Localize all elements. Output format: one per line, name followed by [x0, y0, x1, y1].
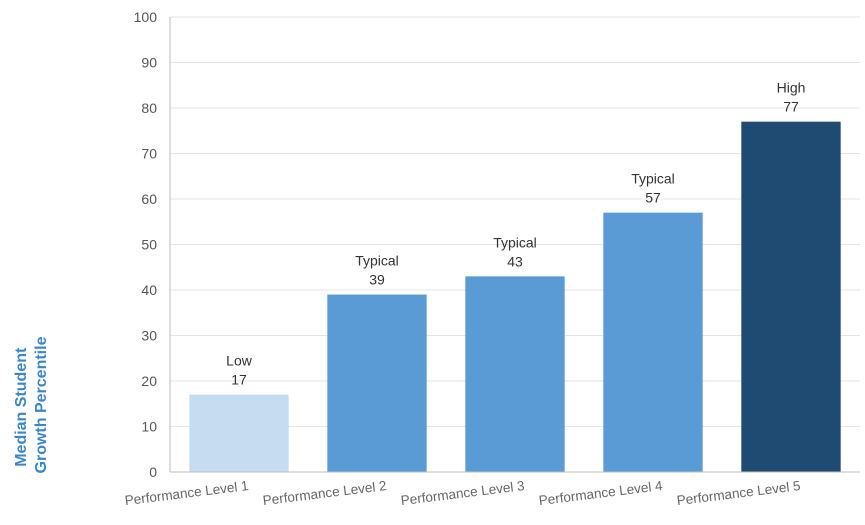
- x-tick-label-1: Performance Level 1: [124, 478, 249, 508]
- bar-value-label-5: 77: [783, 99, 799, 115]
- bar-category-label-1: Low: [226, 353, 253, 369]
- y-tick-label-60: 60: [141, 191, 157, 207]
- bar-category-label-2: Typical: [355, 253, 399, 269]
- bar-level-5: [741, 121, 841, 473]
- bar-category-label-4: Typical: [631, 171, 675, 187]
- bar-level-2: [327, 294, 427, 472]
- y-tick-label-40: 40: [141, 282, 157, 298]
- y-tick-label-70: 70: [141, 146, 157, 162]
- y-tick-label-90: 90: [141, 55, 157, 71]
- y-axis-label-line-1: Median Student: [13, 347, 30, 467]
- y-tick-label-100: 100: [134, 9, 158, 25]
- x-tick-label-4: Performance Level 4: [538, 478, 664, 508]
- y-tick-label-20: 20: [141, 373, 157, 389]
- y-axis-label-line-2: Growth Percentile: [33, 336, 50, 473]
- y-tick-label-30: 30: [141, 328, 157, 344]
- y-axis-label: Median Student Growth Percentile: [13, 336, 50, 473]
- bar-value-label-1: 17: [231, 372, 247, 388]
- x-tick-label-5: Performance Level 5: [676, 478, 801, 508]
- y-tick-label-80: 80: [141, 100, 157, 116]
- bar-category-label-5: High: [777, 80, 806, 96]
- bars: [189, 121, 841, 473]
- x-tick-label-2: Performance Level 2: [262, 478, 387, 508]
- y-tick-label-0: 0: [149, 464, 157, 480]
- x-tick-label-3: Performance Level 3: [400, 478, 525, 508]
- bar-value-label-4: 57: [645, 190, 661, 206]
- y-axis-ticks: 0 10 20 30 40 50 60 70 80 90 100: [134, 9, 158, 480]
- data-labels: Low 17 Typical 39 Typical 43 Typical 57 High 77: [226, 80, 805, 388]
- y-tick-label-50: 50: [141, 237, 157, 253]
- gridlines: [170, 16, 860, 427]
- bar-level-4: [603, 212, 703, 472]
- bar-value-label-2: 39: [369, 272, 385, 288]
- bar-category-label-3: Typical: [493, 234, 537, 250]
- bar-value-label-3: 43: [507, 253, 523, 269]
- x-axis-ticks: Performance Level 1 Performance Level 2 Pe…: [124, 478, 801, 508]
- bar-level-3: [465, 276, 565, 472]
- y-tick-label-10: 10: [141, 419, 157, 435]
- bar-level-1: [189, 394, 289, 472]
